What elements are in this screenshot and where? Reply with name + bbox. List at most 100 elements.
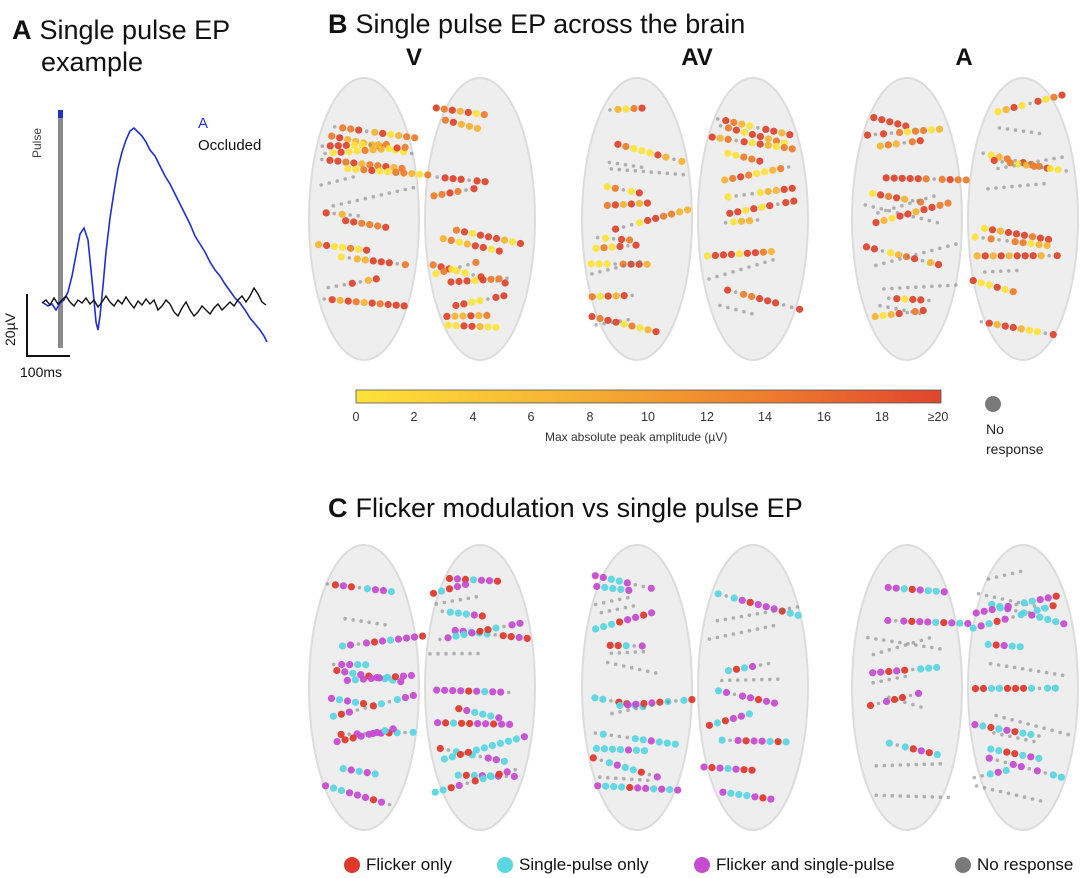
electrode-dot	[403, 187, 408, 192]
electrode-dot	[890, 286, 894, 291]
electrode-dot	[992, 731, 996, 735]
electrode-dot	[342, 217, 350, 225]
pulse-bar	[58, 110, 63, 348]
electrode-dot	[387, 588, 395, 596]
electrode-dot	[348, 279, 356, 287]
electrode-dot	[743, 249, 752, 257]
electrode-dot	[788, 184, 796, 192]
electrode-dot	[1005, 252, 1013, 260]
electrode-dot	[386, 636, 395, 644]
electrode-dot	[925, 749, 933, 757]
electrode-dot	[863, 203, 868, 207]
electrode-dot	[1016, 643, 1024, 651]
electrode-dot	[767, 248, 776, 256]
electrode-dot	[879, 650, 884, 654]
electrode-dot	[787, 606, 792, 611]
electrode-dot	[627, 187, 635, 195]
electrode-dot	[395, 132, 403, 140]
electrode-dot	[319, 183, 324, 187]
electrode-dot	[893, 667, 901, 675]
panel-a-title: A Single pulse EP	[12, 14, 230, 46]
electrode-dot	[887, 310, 895, 319]
electrode-dot	[602, 321, 606, 326]
electrode-dot	[611, 237, 616, 241]
electrode-dot	[901, 743, 909, 751]
electrode-dot	[488, 742, 496, 750]
electrode-dot	[590, 272, 594, 276]
electrode-dot	[470, 771, 478, 780]
electrode-dot	[708, 764, 716, 772]
electrode-dot	[650, 785, 658, 793]
electrode-dot	[782, 199, 790, 207]
electrode-dot	[379, 587, 387, 595]
electrode-dot	[990, 787, 995, 792]
electrode-dot	[471, 708, 479, 717]
electrode-dot	[906, 285, 910, 290]
electrode-dot	[724, 667, 733, 675]
electrode-dot	[1014, 160, 1022, 168]
electrode-dot	[938, 175, 946, 183]
electrode-dot	[877, 191, 885, 199]
electrode-dot	[906, 763, 911, 767]
electrode-dot	[466, 596, 471, 601]
electrode-dot	[898, 794, 903, 798]
electrode-dot	[480, 111, 488, 119]
electrode-dot	[1040, 165, 1044, 170]
electrode-dot	[914, 689, 923, 698]
electrode-dot	[337, 148, 345, 156]
electrode-dot	[724, 193, 732, 201]
electrode-dot	[740, 290, 748, 298]
electrode-dot	[355, 708, 360, 712]
electrode-dot	[402, 634, 411, 642]
electrode-dot	[880, 216, 888, 225]
electrode-dot	[391, 673, 399, 681]
electrode-dot	[614, 642, 622, 650]
electrode-dot	[879, 311, 887, 320]
electrode-dot	[946, 244, 950, 248]
electrode-dot	[376, 300, 384, 308]
electrode-dot	[451, 312, 459, 320]
condition-label-a: A	[955, 44, 973, 71]
electrode-dot	[355, 245, 363, 253]
electrode-dot	[447, 784, 455, 792]
electrode-dot	[886, 249, 895, 257]
electrode-dot	[634, 706, 638, 711]
electrode-dot	[353, 255, 361, 263]
electrode-dot	[971, 233, 979, 241]
electrode-dot	[902, 308, 906, 313]
electrode-dot	[523, 634, 531, 643]
electrode-dot	[332, 125, 337, 129]
left-hemisphere	[581, 544, 693, 831]
electrode-dot	[718, 736, 726, 744]
electrode-dot	[732, 151, 740, 159]
panel-c-title: C Flicker modulation vs single pulse EP	[328, 492, 803, 524]
electrode-dot	[377, 145, 385, 153]
electrode-dot	[384, 300, 392, 309]
electrode-dot	[716, 134, 724, 142]
electrode-dot	[930, 762, 935, 766]
electrode-dot	[995, 747, 1003, 755]
electrode-dot	[1018, 720, 1022, 724]
legend-label: No response	[977, 855, 1074, 874]
electrode-dot	[900, 617, 908, 625]
electrode-dot	[730, 594, 738, 602]
electrode-dot	[1044, 615, 1052, 624]
electrode-dot	[384, 168, 392, 176]
electrode-dot	[760, 677, 764, 682]
electrode-dot	[1053, 252, 1061, 260]
electrode-dot	[671, 740, 679, 748]
electrode-dot	[912, 208, 920, 216]
electrode-dot	[606, 641, 614, 650]
electrode-dot	[707, 277, 711, 281]
electrode-dot	[613, 662, 618, 666]
electrode-dot	[387, 191, 392, 195]
electrode-dot	[368, 143, 373, 147]
electrode-dot	[327, 694, 336, 703]
electrode-dot	[987, 745, 995, 753]
electrode-dot	[731, 632, 736, 636]
electrode-dot	[956, 619, 964, 627]
electrode-dot	[614, 266, 618, 270]
electrode-dot	[996, 663, 1001, 667]
electrode-dot	[780, 185, 788, 193]
